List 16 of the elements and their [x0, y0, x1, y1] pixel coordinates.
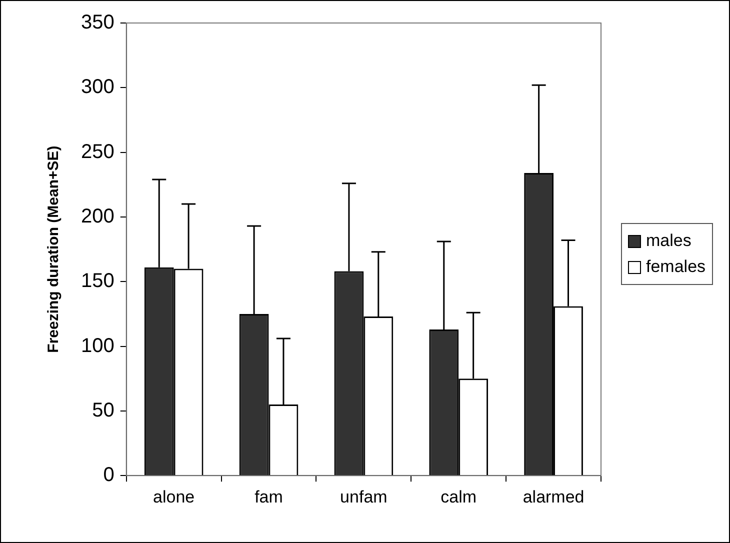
- y-tick-label: 100: [80, 334, 114, 357]
- y-tick-label: 250: [80, 140, 114, 163]
- y-tick-label: 200: [80, 205, 114, 228]
- x-tick-label: calm: [440, 487, 477, 506]
- y-tick-label: 0: [103, 464, 114, 486]
- x-tick-label: unfam: [340, 487, 388, 506]
- y-tick-label: 300: [80, 76, 114, 98]
- x-tick-label: alone: [153, 487, 195, 506]
- legend-label: males: [646, 231, 692, 251]
- text: females: [646, 257, 706, 277]
- y-tick-label: 350: [80, 12, 114, 34]
- y-tick-label: 50: [92, 399, 114, 422]
- y-axis-title: Freezing duration (Mean+SE): [45, 146, 62, 353]
- x-tick-label: alarmed: [522, 487, 584, 506]
- x-tick-label: fam: [254, 487, 283, 506]
- y-tick-label: 150: [80, 270, 114, 292]
